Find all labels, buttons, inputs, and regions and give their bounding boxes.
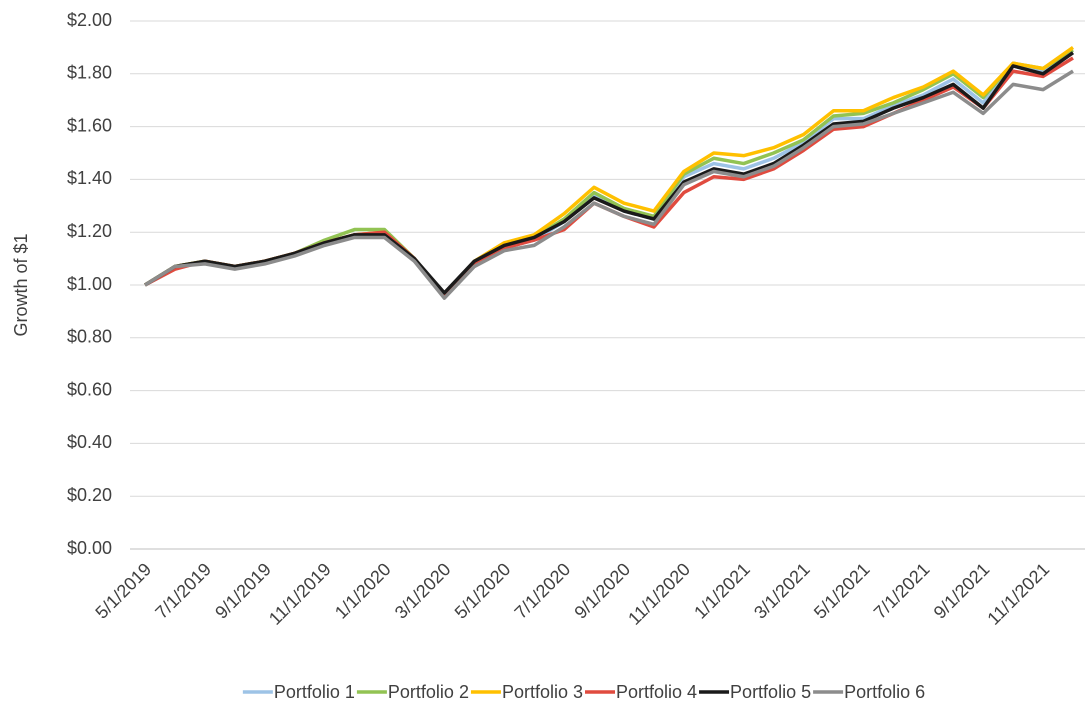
x-tick-label: 11/1/2019 bbox=[265, 559, 335, 629]
x-tick-label: 5/1/2020 bbox=[451, 559, 515, 623]
x-tick-label: 3/1/2020 bbox=[391, 559, 455, 623]
y-tick-label: $0.60 bbox=[67, 379, 112, 399]
y-tick-label: $1.20 bbox=[67, 221, 112, 241]
y-tick-label: $0.00 bbox=[67, 538, 112, 558]
x-tick-label: 7/1/2020 bbox=[511, 559, 575, 623]
legend-label: Portfolio 4 bbox=[616, 682, 697, 702]
x-tick-label: 7/1/2021 bbox=[870, 559, 934, 623]
legend: Portfolio 1 Portfolio 2 Portfolio 3 Portfol… bbox=[242, 682, 925, 702]
x-tick-label: 5/1/2019 bbox=[91, 559, 155, 623]
x-tick-label: 11/1/2021 bbox=[983, 559, 1053, 629]
series-line bbox=[144, 51, 1075, 295]
x-tick-label: 5/1/2021 bbox=[810, 559, 874, 623]
y-tick-label: $1.00 bbox=[67, 274, 112, 294]
y-tick-label: $0.80 bbox=[67, 327, 112, 347]
legend-label: Portfolio 1 bbox=[274, 682, 355, 702]
legend-label: Portfolio 5 bbox=[730, 682, 811, 702]
y-tick-label: $0.40 bbox=[67, 432, 112, 452]
y-tick-label: $1.80 bbox=[67, 63, 112, 83]
legend-label: Portfolio 6 bbox=[844, 682, 925, 702]
x-tick-label: 3/1/2021 bbox=[750, 559, 814, 623]
legend-label: Portfolio 2 bbox=[388, 682, 469, 702]
series-line bbox=[144, 69, 1074, 300]
x-tick-label: 1/1/2021 bbox=[690, 559, 754, 623]
y-tick-label: $0.20 bbox=[67, 485, 112, 505]
x-tick-label: 7/1/2019 bbox=[151, 559, 215, 623]
y-axis-label: Growth of $1 bbox=[11, 233, 31, 336]
legend-label: Portfolio 3 bbox=[502, 682, 583, 702]
x-tick-label: 1/1/2020 bbox=[331, 559, 395, 623]
x-tick-label: 11/1/2020 bbox=[624, 559, 694, 629]
y-tick-label: $2.00 bbox=[67, 10, 112, 30]
y-tick-label: $1.60 bbox=[67, 115, 112, 135]
y-tick-label: $1.40 bbox=[67, 168, 112, 188]
